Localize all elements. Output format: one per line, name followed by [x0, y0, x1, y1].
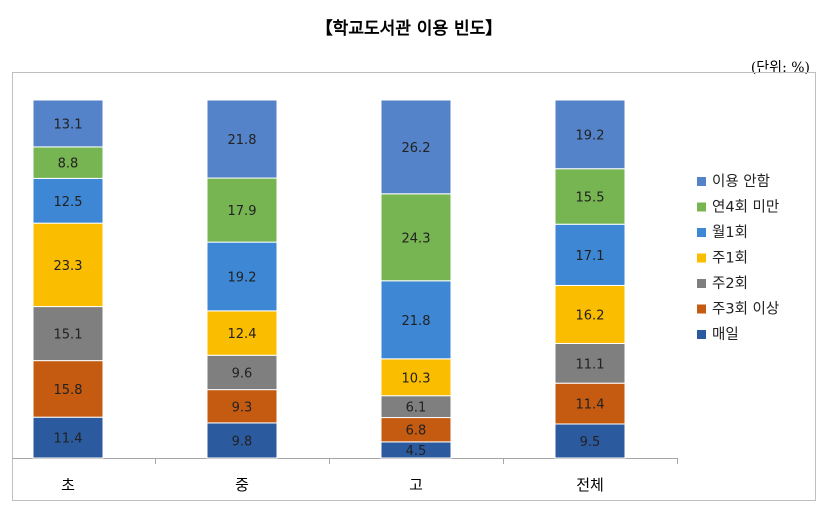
- data-label: 23.3: [54, 259, 83, 274]
- legend-swatch: [697, 330, 706, 339]
- data-label: 12.5: [54, 195, 83, 210]
- legend-label: 주3회 이상: [712, 301, 779, 318]
- legend-label: 주1회: [712, 250, 748, 267]
- bar-segment: [380, 193, 452, 282]
- legend-label: 이용 안함: [712, 173, 770, 190]
- data-label: 9.6: [232, 366, 253, 381]
- legend-swatch: [697, 304, 706, 314]
- data-label: 6.8: [406, 424, 427, 439]
- data-label: 9.5: [580, 435, 601, 450]
- bar-segment: [32, 306, 104, 362]
- data-label: 21.8: [402, 314, 431, 329]
- bar-segment: [380, 417, 452, 443]
- bar-segment: [32, 222, 104, 308]
- bar-segment: [206, 177, 278, 243]
- chart-title: 【학교도서관 이용 빈도】: [315, 19, 503, 39]
- data-label: 17.9: [228, 204, 257, 219]
- legend-swatch: [697, 279, 706, 288]
- bar-segment: [380, 358, 452, 397]
- bar-segment: [206, 310, 278, 356]
- bar-segment: [380, 280, 452, 360]
- bar-segment: [206, 389, 278, 424]
- bar-segment: [554, 99, 626, 170]
- legend-swatch: [697, 253, 706, 263]
- legend-swatch: [697, 177, 706, 186]
- legend-label: 월1회: [712, 224, 748, 241]
- data-label: 26.2: [402, 141, 431, 156]
- legend-swatch: [697, 202, 706, 212]
- x-tick-label: 초: [61, 476, 75, 494]
- bar-segment: [206, 422, 278, 459]
- data-label: 16.2: [576, 308, 605, 323]
- data-label: 12.4: [228, 327, 257, 342]
- bar-segment: [554, 284, 626, 344]
- bar-segment: [32, 360, 104, 418]
- data-label: 6.1: [406, 401, 427, 416]
- data-label: 13.1: [54, 117, 83, 132]
- bar-segment: [206, 99, 278, 179]
- bar-segment: [380, 99, 452, 195]
- plot-frame: [12, 72, 816, 501]
- legend-label: 연4회 미만: [712, 199, 779, 216]
- data-label: 4.5: [406, 444, 427, 459]
- data-label: 10.3: [402, 371, 431, 386]
- data-label: 8.8: [58, 157, 79, 172]
- legend-swatch: [697, 228, 706, 237]
- legend-label: 매일: [712, 326, 739, 343]
- x-tick-label: 고: [409, 476, 423, 494]
- data-label: 11.4: [54, 432, 83, 447]
- data-label: 17.1: [576, 249, 605, 264]
- legend-label: 주2회: [712, 275, 748, 292]
- bar-segment: [32, 146, 104, 179]
- data-label: 15.1: [54, 328, 83, 343]
- data-label: 24.3: [402, 231, 431, 246]
- bar-segment: [206, 241, 278, 312]
- data-label: 15.5: [576, 190, 605, 205]
- data-label: 9.8: [232, 434, 253, 449]
- bar-segment: [554, 342, 626, 384]
- data-label: 19.2: [576, 128, 605, 143]
- x-tick-label: 전체: [576, 476, 604, 494]
- data-label: 11.1: [576, 357, 605, 372]
- data-label: 19.2: [228, 270, 257, 285]
- bar-segment: [32, 99, 104, 148]
- bar-segment: [206, 354, 278, 391]
- bar-segment: [554, 423, 626, 459]
- bar-segment: [554, 382, 626, 425]
- bar-segment: [32, 177, 104, 224]
- x-tick-label: 중: [235, 476, 249, 494]
- data-label: 11.4: [576, 398, 605, 413]
- data-label: 9.3: [232, 400, 253, 415]
- data-label: 21.8: [228, 133, 257, 148]
- data-label: 15.8: [54, 383, 83, 398]
